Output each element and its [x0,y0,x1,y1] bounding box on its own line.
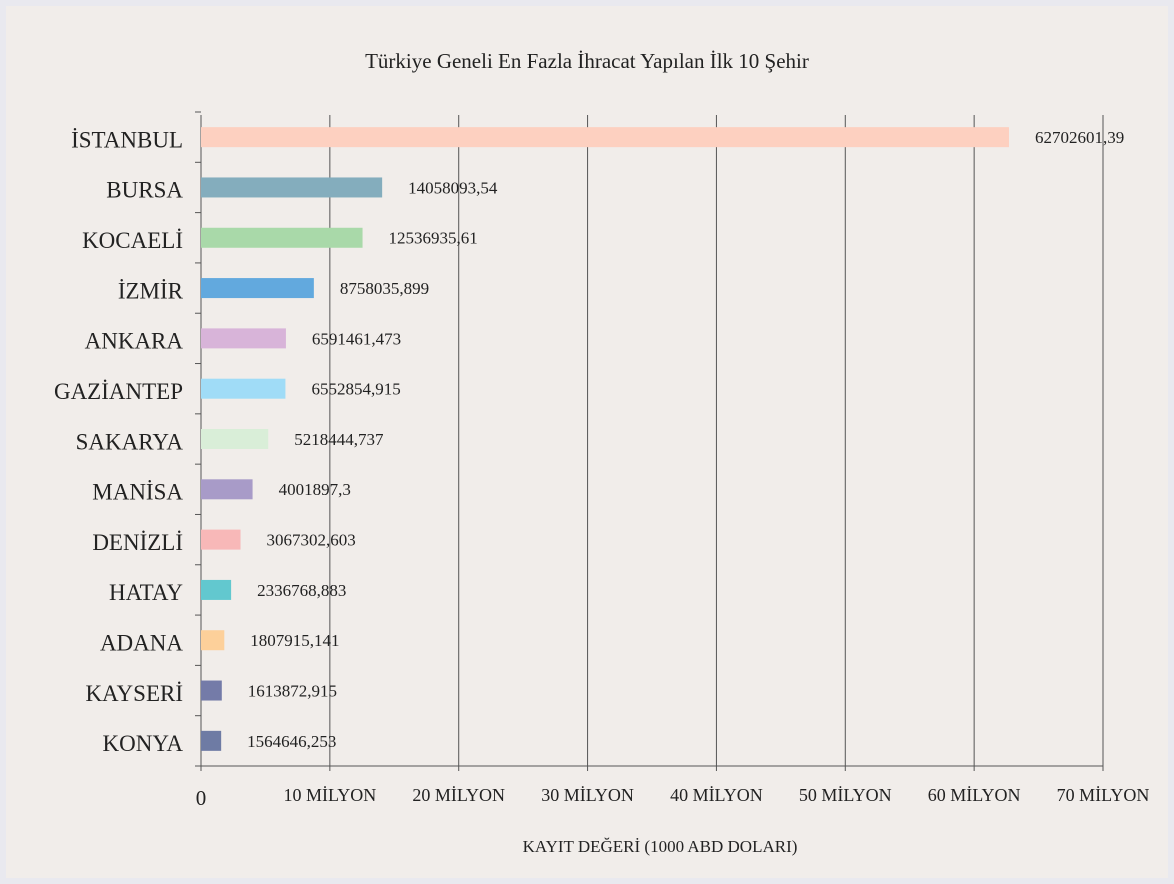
bar [201,479,253,500]
value-label: 3067302,603 [267,531,356,550]
y-tick-label: KOCAELİ [82,228,183,253]
value-label: 4001897,3 [279,480,351,499]
value-label: 1807915,141 [250,631,339,650]
bar [201,378,286,399]
bar [201,227,363,248]
x-tick-label: 50 MİLYON [799,785,892,805]
y-tick-label: KONYA [103,731,184,756]
x-tick-label: 20 MİLYON [412,785,505,805]
value-label: 2336768,883 [257,581,346,600]
x-tick-label: 0 [196,786,207,810]
value-label: 1564646,253 [247,732,336,751]
bar [201,529,241,550]
bar [201,278,314,299]
x-tick-label: 30 MİLYON [541,785,634,805]
y-tick-label: HATAY [109,580,183,605]
chart-title: Türkiye Geneli En Fazla İhracat Yapılan … [365,49,809,73]
value-label: 8758035,899 [340,279,429,298]
y-tick-label: KAYSERİ [85,681,183,706]
value-label: 1613872,915 [248,681,337,700]
bar [201,630,225,651]
x-tick-label: 60 MİLYON [928,785,1021,805]
value-label: 12536935,61 [389,229,478,248]
bar [201,328,286,349]
value-label: 5218444,737 [294,430,384,449]
y-tick-label: ANKARA [85,329,184,354]
y-tick-label: GAZİANTEP [54,379,183,404]
y-tick-label: SAKARYA [76,429,184,454]
x-axis-title: KAYIT DEĞERİ (1000 ABD DOLARI) [523,837,798,856]
y-tick-label: ADANA [100,631,183,656]
bar [201,177,383,198]
y-tick-label: İZMİR [118,278,184,303]
bar [201,680,222,701]
value-label: 6552854,915 [311,380,400,399]
y-tick-label: DENİZLİ [92,530,183,555]
y-tick-label: İSTANBUL [71,127,183,152]
bar [201,429,269,449]
bar [201,127,1009,148]
y-tick-label: BURSA [106,178,183,203]
bar [201,730,222,751]
x-tick-label: 40 MİLYON [670,785,763,805]
value-label: 6591461,473 [312,329,401,348]
value-label: 62702601,39 [1035,128,1124,147]
x-tick-label: 70 MİLYON [1057,785,1150,805]
y-tick-label: MANİSA [92,480,183,505]
bar [201,579,232,600]
value-label: 14058093,54 [408,178,498,197]
x-tick-label: 10 MİLYON [284,785,377,805]
